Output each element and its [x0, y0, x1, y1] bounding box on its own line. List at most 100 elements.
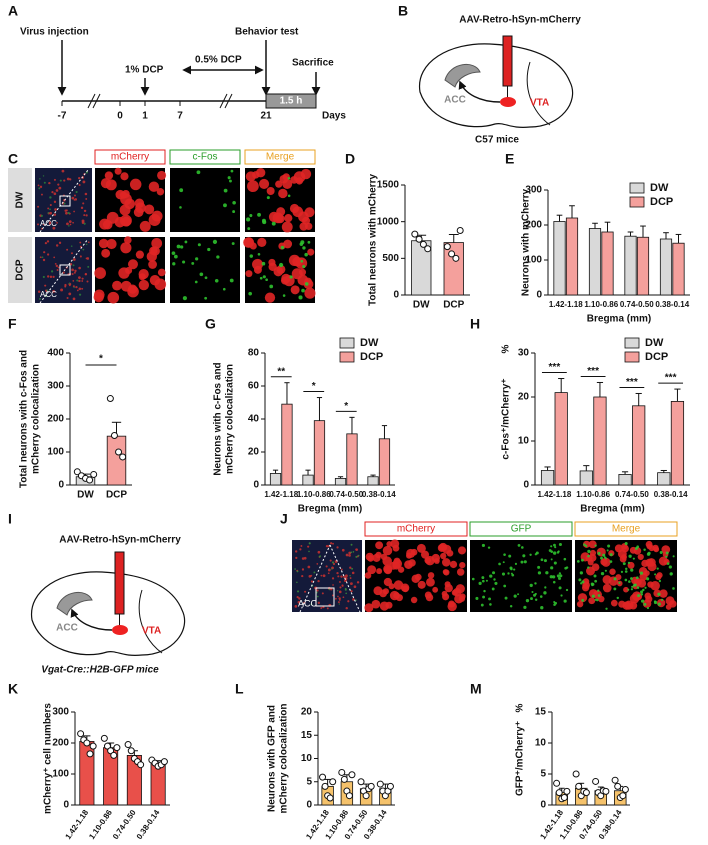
cell: [316, 589, 319, 592]
cell: [307, 545, 310, 548]
cell: [345, 607, 348, 610]
cell: [653, 546, 660, 553]
cell: [101, 248, 111, 258]
cell: [624, 542, 628, 546]
cell: [76, 289, 79, 292]
cell: [269, 284, 274, 289]
region-label: VTA: [142, 626, 161, 637]
cell: [397, 566, 405, 573]
cell: [337, 590, 339, 592]
cell: [279, 174, 289, 184]
y-tick-label: 0: [523, 480, 529, 491]
cell: [296, 581, 298, 584]
cell: [265, 278, 268, 282]
cell: [268, 258, 276, 267]
y-tick-label: 5: [306, 776, 312, 787]
cell: [257, 252, 261, 256]
cell: [344, 574, 348, 578]
cell: [520, 560, 524, 564]
cell: [78, 266, 81, 270]
legend-label: DCP: [360, 351, 383, 363]
cell: [257, 212, 261, 217]
cell: [620, 570, 624, 573]
cell: [658, 579, 662, 583]
boundary: [39, 238, 89, 304]
cell: [78, 293, 82, 296]
cell: [563, 599, 567, 603]
cell: [302, 264, 306, 269]
cell: [73, 199, 76, 201]
cell: [151, 237, 163, 249]
cell: [322, 605, 325, 609]
cell: [564, 566, 568, 570]
data-point: [107, 747, 115, 755]
cell: [417, 580, 426, 589]
cell: [52, 275, 55, 278]
significance-label: ***: [626, 377, 638, 388]
cell: [665, 551, 669, 555]
cell: [289, 275, 293, 279]
cell: [174, 254, 178, 259]
panel-label: G: [205, 316, 216, 332]
cell: [597, 589, 600, 592]
cell: [301, 574, 304, 578]
y-tick-label: 300: [47, 381, 64, 392]
cell: [558, 572, 562, 575]
cell: [127, 285, 139, 298]
cell: [588, 540, 597, 549]
bar: [367, 476, 379, 486]
x-tick-label: 0.38-0.14: [654, 490, 688, 499]
cell: [339, 586, 342, 589]
cell: [545, 571, 549, 575]
cell: [266, 186, 275, 195]
cell: [47, 212, 50, 214]
cell: [57, 266, 60, 269]
cell: [449, 560, 458, 569]
cell: [64, 283, 67, 287]
cell: [616, 596, 620, 600]
event-label: Virus injection: [20, 27, 89, 38]
cell: [40, 214, 43, 217]
data-point: [424, 245, 432, 253]
data-point: [348, 771, 356, 779]
cell: [71, 196, 75, 200]
cell: [71, 273, 74, 275]
cell: [280, 245, 285, 250]
bar: [313, 420, 326, 486]
cell: [438, 542, 448, 552]
cell: [350, 582, 353, 586]
cell: [640, 599, 645, 603]
cell: [271, 221, 276, 226]
cell: [138, 279, 150, 291]
cell: [587, 549, 591, 554]
cell: [544, 586, 547, 589]
cell: [558, 586, 562, 590]
cell: [121, 189, 130, 198]
y-axis-unit: %: [515, 703, 526, 712]
cell: [596, 598, 599, 602]
cell: [275, 180, 283, 188]
cell: [345, 592, 348, 595]
cell: [39, 178, 41, 180]
cell: [440, 552, 447, 560]
cell: [585, 554, 593, 562]
cell: [61, 169, 65, 173]
cell: [171, 251, 176, 256]
cell: [182, 260, 186, 264]
y-axis-label: mCherry colocalization: [279, 703, 290, 813]
cell: [332, 562, 336, 566]
cell: [288, 254, 301, 267]
brain-diagram: [31, 551, 186, 656]
cell: [47, 207, 50, 210]
data-point: [326, 794, 334, 802]
y-tick-label: 20: [248, 447, 260, 458]
timeline-tick-label: 1: [142, 111, 148, 122]
cell: [81, 280, 84, 282]
bar: [554, 392, 568, 486]
cell: [565, 588, 569, 592]
cell: [475, 596, 479, 600]
cell: [481, 543, 486, 547]
cell: [456, 568, 465, 576]
cell: [537, 571, 542, 575]
cell: [290, 285, 300, 295]
